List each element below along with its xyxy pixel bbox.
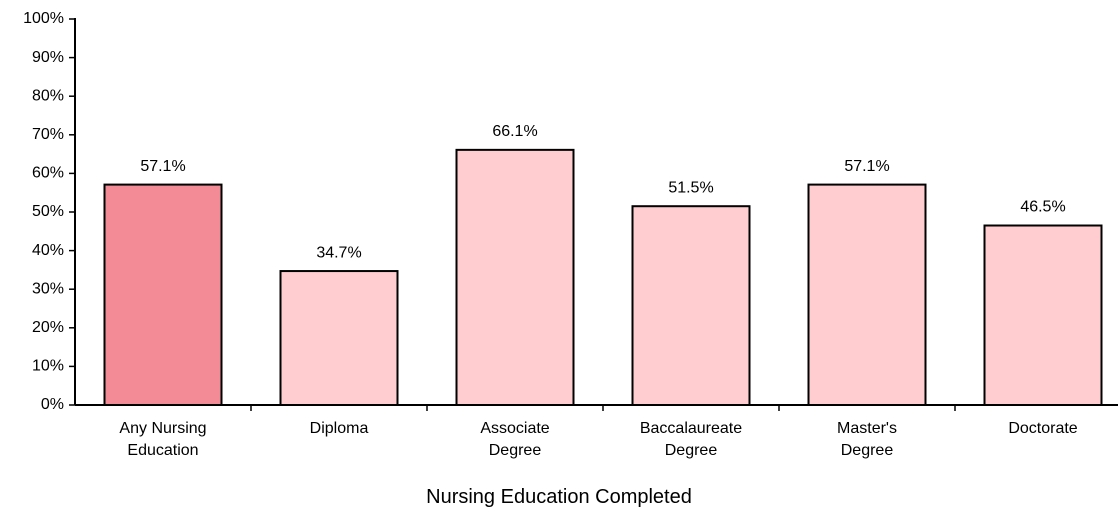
x-tick-label: Associate Degree: [480, 420, 550, 459]
y-tick-label: 20%: [32, 319, 64, 336]
bar: [279, 270, 399, 407]
value-label: 51.5%: [668, 179, 713, 196]
y-tick-label: 70%: [32, 126, 64, 143]
y-tick-label: 60%: [32, 165, 64, 182]
x-tick-label: Any Nursing Education: [119, 420, 207, 459]
y-tick-label: 90%: [32, 49, 64, 66]
y-tick-label: 100%: [23, 10, 64, 27]
y-tick-label: 40%: [32, 242, 64, 259]
bar: [455, 148, 575, 406]
y-tick-label: 30%: [32, 280, 64, 297]
x-tick-label: Baccalaureate Degree: [639, 420, 743, 459]
y-tick-label: 50%: [32, 203, 64, 220]
x-axis-title: Nursing Education Completed: [426, 486, 692, 508]
value-label: 57.1%: [140, 158, 185, 175]
value-label: 57.1%: [844, 158, 889, 175]
bar: [631, 205, 751, 406]
value-label: 46.5%: [1020, 199, 1065, 216]
x-tick-label: Diploma: [309, 420, 369, 437]
value-label: 34.7%: [316, 244, 361, 261]
x-tick-label: Master's Degree: [837, 420, 897, 459]
bar: [983, 224, 1103, 406]
y-tick-label: 10%: [32, 358, 64, 375]
bar: [807, 183, 927, 406]
value-label: 66.1%: [492, 123, 537, 140]
x-tick-label: Doctorate: [1008, 420, 1078, 437]
y-tick-label: 0%: [41, 396, 64, 413]
y-tick-label: 80%: [32, 87, 64, 104]
bar: [103, 183, 223, 406]
